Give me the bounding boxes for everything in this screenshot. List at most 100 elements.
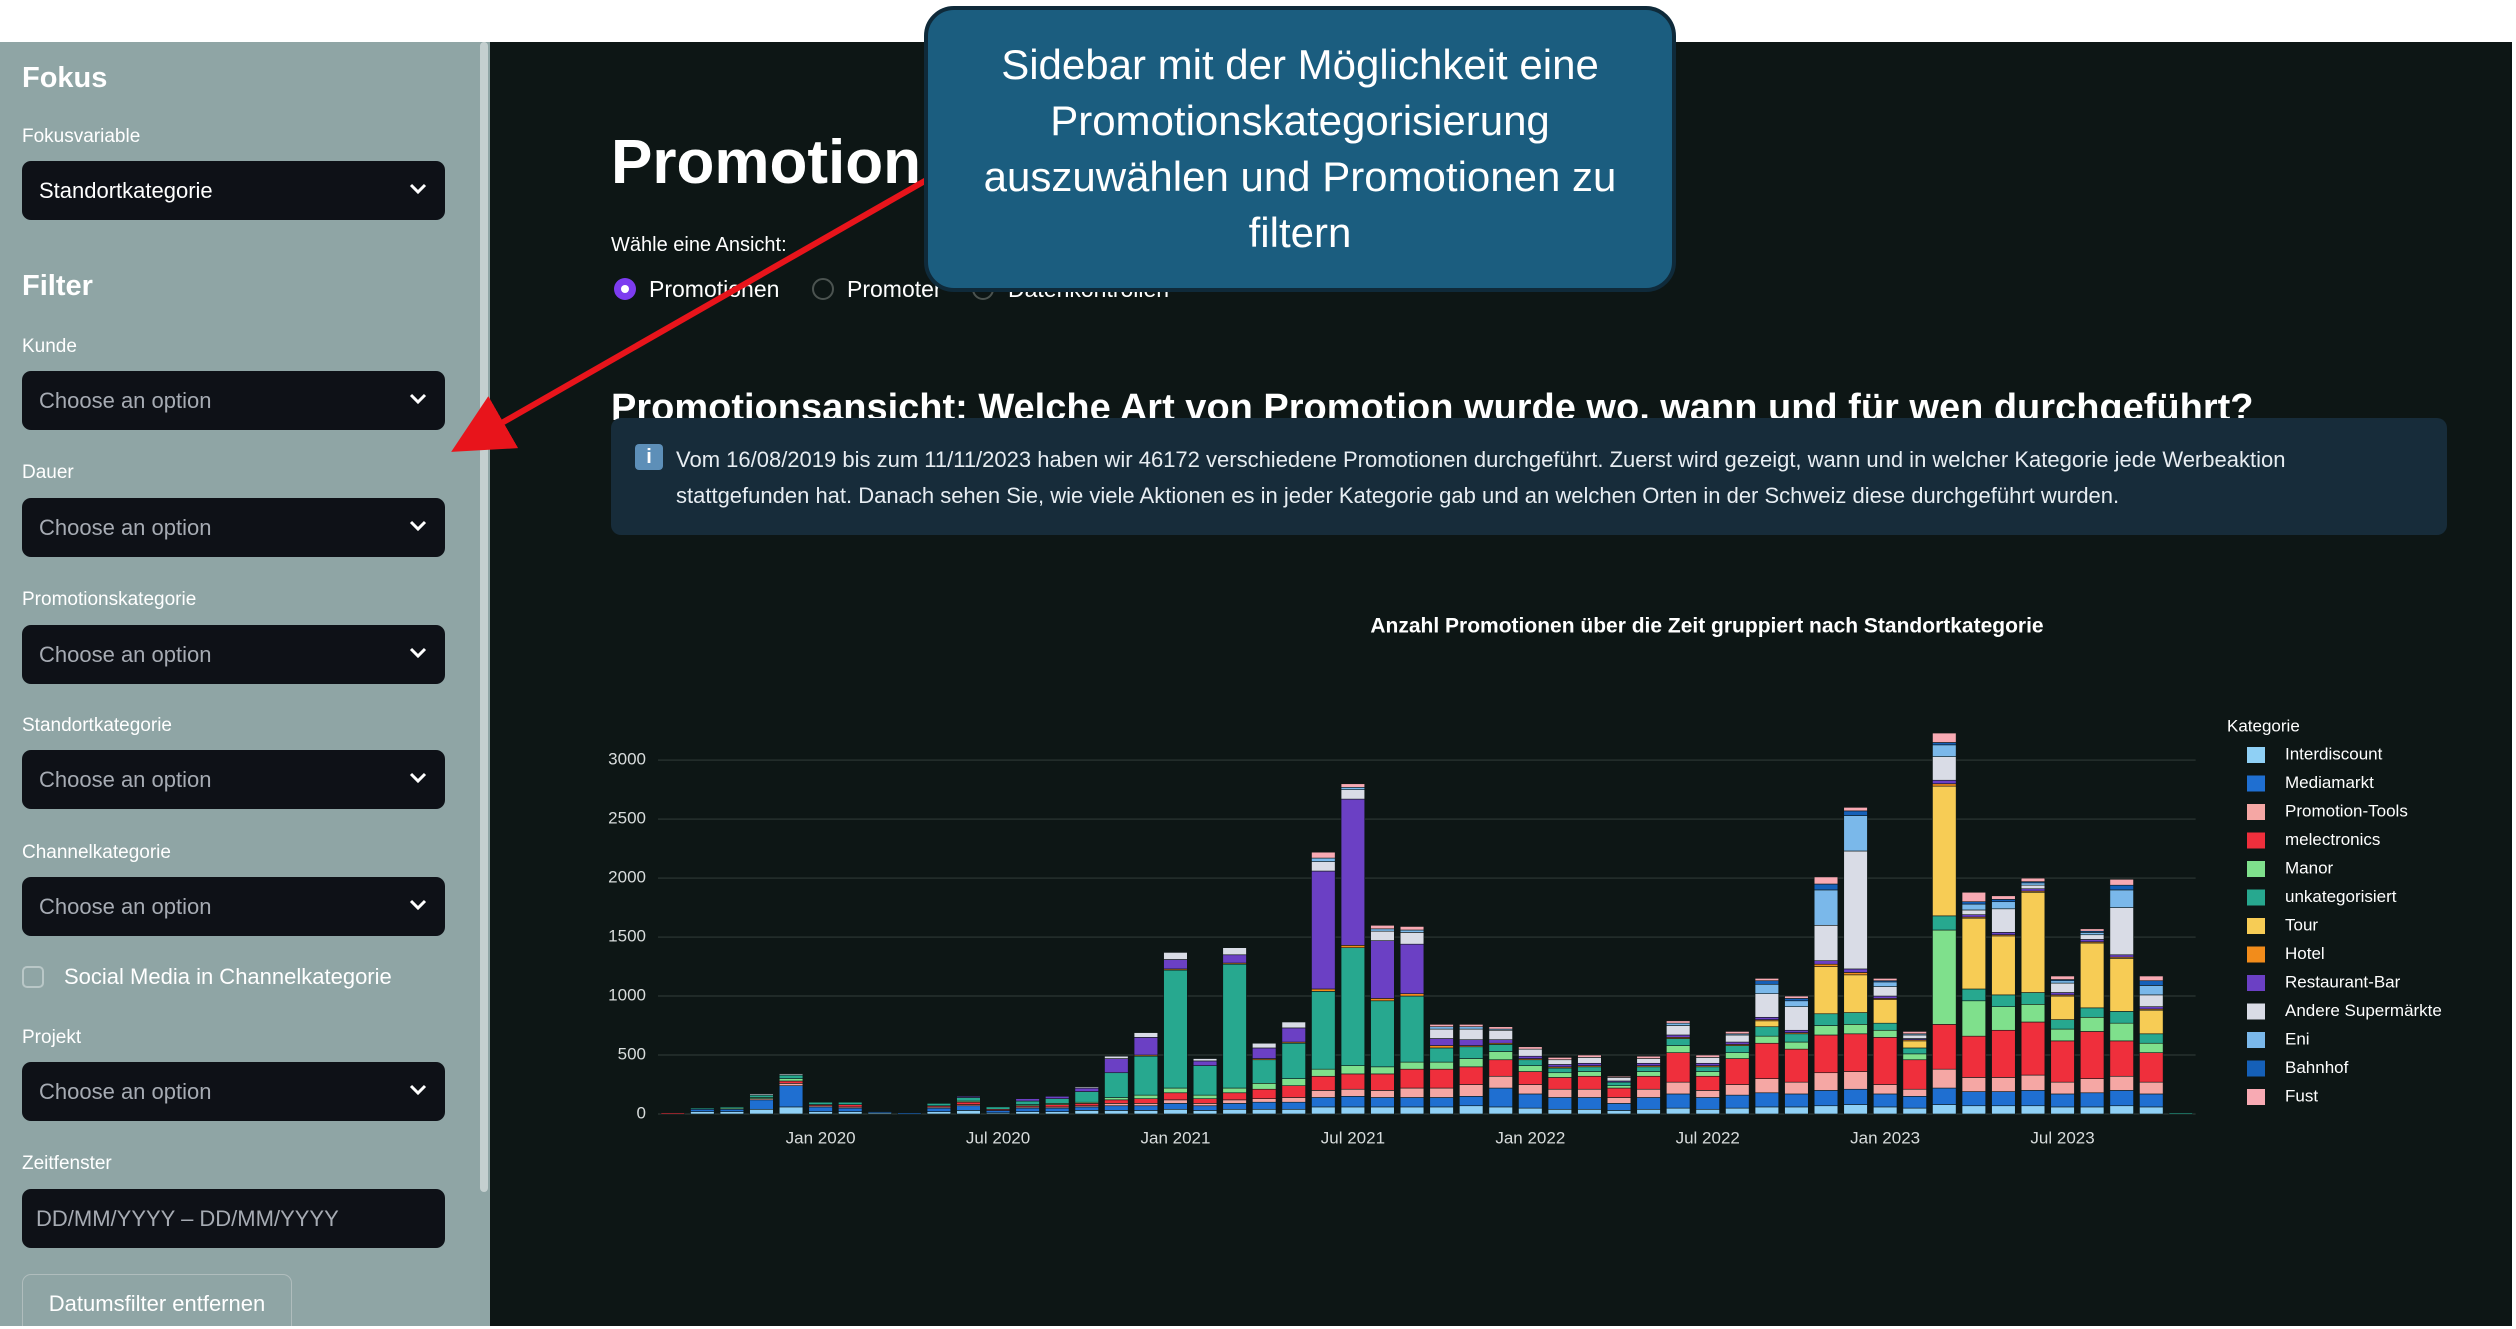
clear-date-button[interactable]: Datumsfilter entfernen (22, 1274, 292, 1326)
bar-segment (1991, 899, 2016, 903)
bar-segment (1252, 1047, 1277, 1059)
bar-segment (1991, 1006, 2016, 1031)
bar-segment (1429, 1028, 1454, 1039)
bar-segment (1311, 857, 1336, 862)
filter-select[interactable]: Choose an option (22, 750, 445, 809)
bar-segment (1370, 1000, 1395, 1068)
bar-segment (1340, 787, 1366, 790)
bar-segment (778, 1083, 804, 1086)
bar-segment (1843, 1024, 1868, 1035)
bar-segment (1961, 1000, 1986, 1037)
x-tick-label: Jul 2021 (1321, 1128, 1385, 1147)
radio-selected[interactable] (614, 278, 636, 300)
bar-segment (2050, 992, 2075, 996)
bar-segment (2020, 1021, 2046, 1076)
bar-segment (1695, 1062, 1720, 1066)
bar-segment (1606, 1081, 1632, 1086)
bar-segment (2050, 995, 2075, 1020)
filter-select[interactable]: Choose an option (22, 625, 445, 684)
bar-segment (1932, 1068, 1957, 1089)
bar-segment (1429, 1061, 1454, 1070)
bar-segment (660, 1112, 685, 1115)
bar-segment (1725, 1084, 1750, 1096)
bar-segment (1961, 903, 1986, 911)
bar-segment (749, 1094, 774, 1098)
bar-segment (1340, 947, 1366, 1066)
bar-segment (1873, 999, 1898, 1024)
bar-segment (1429, 1026, 1454, 1030)
bar-segment (1311, 1075, 1336, 1091)
bar-segment (1843, 810, 1868, 816)
bar-segment (1932, 1024, 1957, 1070)
bar-segment (1873, 995, 1898, 999)
bar-segment (1163, 1099, 1188, 1104)
bar-segment (1843, 1071, 1868, 1090)
bar-segment (1518, 1071, 1543, 1085)
bar-segment (1843, 1104, 1868, 1115)
bar-segment (956, 1097, 981, 1102)
legend-swatch (2247, 1032, 2265, 1048)
bar-segment (1518, 1065, 1543, 1072)
bar-segment (2109, 1075, 2134, 1091)
filter-select[interactable]: Choose an option (22, 371, 445, 430)
bar-segment (1518, 1059, 1543, 1066)
bar-segment (2139, 980, 2164, 986)
filter-select[interactable]: Choose an option (22, 877, 445, 936)
bar-segment (2109, 889, 2134, 908)
filter-label: Standortkategorie (22, 715, 172, 736)
bar-segment (1222, 1103, 1247, 1110)
focus-select[interactable]: Standortkategorie (22, 161, 445, 220)
bar-segment (1754, 1078, 1780, 1094)
bar-segment (719, 1111, 745, 1115)
bar-segment (1311, 1106, 1336, 1115)
bar-segment (1429, 1045, 1454, 1049)
bar-segment (1340, 1088, 1366, 1097)
bar-segment (1429, 1097, 1454, 1108)
bar-segment (1074, 1106, 1099, 1111)
bar-segment (1991, 932, 2016, 936)
bar-segment (1104, 1055, 1129, 1059)
bar-segment (1488, 1106, 1513, 1115)
bar-segment (1577, 1108, 1602, 1115)
bar-segment (1991, 1091, 2016, 1107)
bar-segment (1754, 1026, 1780, 1037)
radio[interactable] (812, 278, 834, 300)
filter-label: Kunde (22, 336, 77, 357)
bar-segment (1813, 876, 1839, 885)
bar-segment (2168, 1112, 2193, 1115)
bar-segment (2080, 1007, 2105, 1018)
bar-segment (1429, 1047, 1454, 1063)
date-input[interactable]: DD/MM/YYYY – DD/MM/YYYY (22, 1189, 445, 1248)
bar-segment (1813, 889, 1839, 926)
checkbox[interactable] (22, 966, 44, 988)
x-tick-label: Jan 2022 (1495, 1128, 1565, 1147)
bar-segment (1902, 1107, 1927, 1115)
bar-segment (1252, 1042, 1277, 1049)
bar-segment (1754, 1092, 1780, 1108)
bar-segment (1577, 1057, 1602, 1064)
bar-segment (1725, 1031, 1750, 1035)
bar-segment (2050, 1081, 2075, 1095)
legend-label: Fust (2285, 1086, 2318, 1105)
bar-segment (1961, 988, 1986, 1002)
bar-segment (2020, 877, 2046, 882)
bar-segment (1666, 1022, 1691, 1026)
bar-segment (1163, 1092, 1188, 1101)
bar-segment (1340, 945, 1366, 949)
bar-segment (1606, 1085, 1632, 1089)
bar-segment (1932, 1087, 1957, 1105)
bar-segment (1163, 1087, 1188, 1094)
bar-segment (1045, 1096, 1070, 1099)
legend-swatch (2247, 775, 2265, 792)
filter-select[interactable]: Choose an option (22, 1062, 445, 1121)
filter-select[interactable]: Choose an option (22, 498, 445, 557)
bar-segment (1636, 1055, 1661, 1059)
y-tick-label: 500 (618, 1045, 646, 1064)
bar-segment (1666, 1107, 1691, 1115)
bar-segment (1991, 1029, 2016, 1078)
bar-segment (1577, 1066, 1602, 1072)
bar-segment (2020, 1105, 2046, 1115)
bar-segment (1518, 1046, 1543, 1050)
bar-segment (1547, 1064, 1573, 1068)
bar-segment (1636, 1066, 1661, 1072)
